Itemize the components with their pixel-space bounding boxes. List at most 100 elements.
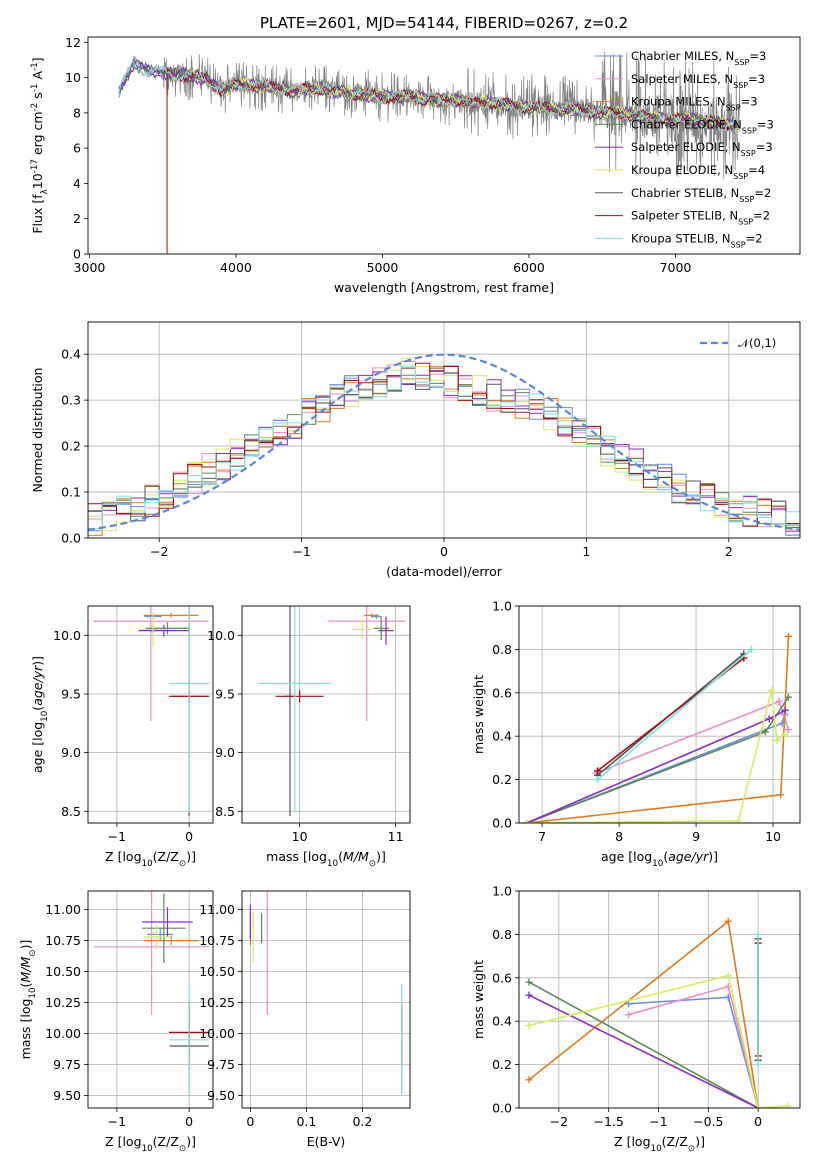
- model-spectrum-line: [166, 67, 740, 254]
- weight-marker: [525, 978, 533, 986]
- axes-frame: [87, 890, 214, 1109]
- weight-marker: [754, 930, 762, 938]
- y-tick-label: 9.5: [215, 686, 235, 701]
- legend-entry: Salpeter STELIB, NSSP=2: [631, 209, 770, 227]
- y-tick-label: 9.0: [215, 745, 235, 760]
- x-axis-label: Z [log10(Z/Z⊙)]: [614, 1134, 705, 1154]
- x-tick-label: 7000: [660, 260, 692, 275]
- panel-spectrum: 3000 4000 5000 6000 7000 0 2 4 6 8 10 12 wavelength …: [30, 35, 801, 295]
- weight-marker: [754, 1061, 762, 1069]
- normal-curve: [88, 353, 800, 531]
- panel-age-vs-mass: 10 11 8.5 9.0 9.5 10.0 mass [log10(M/M⊙)]: [207, 605, 411, 869]
- weight-marker: [594, 776, 602, 784]
- y-tick-label: 0.4: [492, 1014, 512, 1029]
- x-axis-label: mass [log10(M/M⊙)]: [266, 849, 386, 869]
- x-tick-label: 10: [292, 829, 308, 844]
- y-tick-label: 1.0: [492, 599, 512, 614]
- x-tick-label: −2: [550, 1114, 568, 1129]
- y-tick-label: 0.4: [61, 347, 81, 362]
- error-bar-point: [275, 690, 324, 703]
- y-tick-label: 10.00: [45, 1026, 81, 1041]
- x-tick-label: 6000: [513, 260, 545, 275]
- weight-marker: [724, 972, 732, 980]
- weight-series-line: [526, 696, 790, 823]
- x-tick-label: 7: [538, 829, 546, 844]
- panel-age-vs-z: −1 0 8.5 9.0 9.5 10.0 Z [log10(Z/Z⊙)] age [log1…: [30, 605, 214, 869]
- axes-frame: [241, 605, 411, 824]
- y-tick-label: 10.50: [199, 964, 235, 979]
- x-axis-label: wavelength [Angstrom, rest frame]: [334, 280, 554, 295]
- legend-entry: 𝒩(0,1): [738, 336, 776, 350]
- axes-frame: [87, 321, 801, 539]
- histogram-step: [88, 362, 800, 538]
- error-bar-point: [363, 613, 380, 618]
- error-bar-point: [352, 620, 372, 639]
- y-tick-label: 9.75: [207, 1057, 235, 1072]
- x-tick-label: 0: [440, 544, 448, 559]
- y-tick-label: 9.50: [207, 1088, 235, 1103]
- axes-frame: [241, 890, 411, 1109]
- y-tick-label: 10.50: [45, 964, 81, 979]
- y-tick-label: 1.0: [492, 884, 512, 899]
- x-tick-label: 0: [185, 829, 193, 844]
- error-bar-point: [138, 611, 168, 648]
- y-tick-label: 0.6: [492, 970, 512, 985]
- panel-weight-vs-age: 7 8 9 10 0.0 0.2 0.4 0.6 0.8 1.0 age [log10(age/yr…: [471, 599, 801, 869]
- error-bar-point: [142, 893, 186, 963]
- error-bar-point: [145, 622, 190, 635]
- weight-series-line: [526, 690, 786, 823]
- legend-entry: Salpeter MILES, NSSP=3: [631, 72, 765, 90]
- weight-marker: [724, 917, 732, 925]
- x-tick-label: 0: [246, 1114, 254, 1129]
- x-tick-label: 1: [582, 544, 590, 559]
- weight-series-line: [528, 974, 789, 1108]
- x-tick-label: −2: [150, 544, 168, 559]
- legend-entry: Kroupa STELIB, NSSP=2: [631, 231, 763, 249]
- y-tick-label: 0.0: [61, 531, 81, 546]
- y-tick-label: 0.2: [492, 1057, 512, 1072]
- x-axis-label: (data-model)/error: [386, 564, 503, 579]
- weight-marker: [761, 728, 769, 736]
- weight-marker: [784, 726, 792, 734]
- weight-marker: [784, 693, 792, 701]
- x-axis-label: E(B-V): [307, 1134, 346, 1149]
- error-bar-point: [93, 891, 210, 1015]
- weight-marker: [747, 645, 755, 653]
- panel-mass-vs-z: −1 0 9.50 9.75 10.00 10.25 10.50 10.75 11.00 Z [l…: [18, 890, 214, 1154]
- error-bar-point: [168, 606, 210, 813]
- axes-frame: [87, 36, 801, 255]
- y-tick-label: 0.6: [492, 685, 512, 700]
- weight-marker: [784, 1102, 792, 1108]
- y-tick-label: 9.0: [61, 745, 81, 760]
- x-tick-label: 3000: [74, 260, 106, 275]
- model-spectrum-line: [118, 59, 741, 131]
- y-tick-label: 11.00: [199, 902, 235, 917]
- y-axis-label: Flux [fλ10-17 erg cm-2 s-1 A-1]: [30, 57, 50, 233]
- x-tick-label: −0.5: [693, 1114, 723, 1129]
- y-tick-label: 0.3: [61, 393, 81, 408]
- x-tick-label: −1: [108, 1114, 126, 1129]
- y-tick-label: 10.0: [207, 628, 235, 643]
- y-tick-label: 10.75: [199, 933, 235, 948]
- y-tick-label: 0.4: [492, 729, 512, 744]
- error-bar-point: [143, 924, 170, 950]
- axes-frame: [518, 890, 801, 1109]
- weight-marker: [625, 1011, 633, 1019]
- legend-entry: Chabrier ELODIE, NSSP=3: [631, 117, 774, 135]
- error-bar-point: [378, 616, 394, 645]
- weight-series-line: [528, 994, 759, 1108]
- y-axis-label: mass [log10(M/M⊙)]: [18, 940, 38, 1060]
- legend-entry: Kroupa MILES, NSSP=3: [631, 95, 758, 113]
- weight-marker: [594, 767, 602, 775]
- x-axis-label: Z [log10(Z/Z⊙)]: [105, 1134, 196, 1154]
- weight-marker: [734, 817, 742, 823]
- x-tick-label: 8: [615, 829, 623, 844]
- y-tick-label: 10.25: [199, 995, 235, 1010]
- y-axis-label: mass weight: [471, 960, 486, 1039]
- weight-series-line: [628, 996, 759, 1108]
- y-tick-label: 10: [65, 70, 81, 85]
- weight-marker: [765, 715, 773, 723]
- weight-marker: [775, 697, 783, 705]
- panel-weight-vs-z: −2 −1.5 −1 −0.5 0 0.0 0.2 0.4 0.6 0.8 1.0 Z [log10(…: [471, 884, 801, 1154]
- y-tick-label: 8.5: [215, 804, 235, 819]
